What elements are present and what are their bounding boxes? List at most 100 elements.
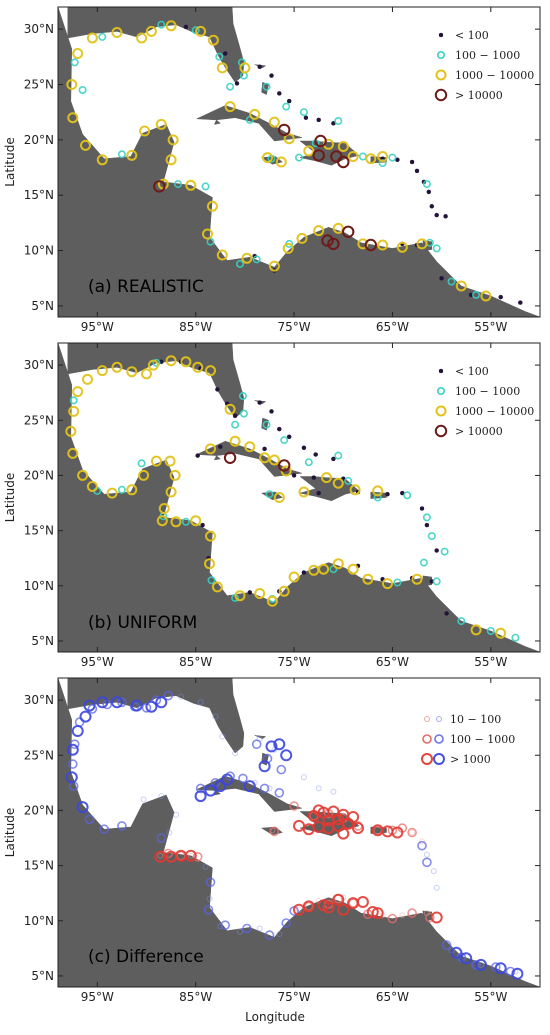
data-point [264,930,275,940]
data-point [195,453,200,458]
y-tick-label: 20°N [24,133,54,147]
data-point [373,493,382,502]
y-tick-label: 25°N [24,748,54,762]
data-point [268,260,280,272]
data-point [332,893,345,906]
data-point [157,20,166,29]
x-tick-label: 55°W [474,320,507,334]
data-point [316,117,321,123]
data-point [299,108,308,117]
legend: < 100 100 − 1000 1000 − 10000 > 10000 [434,29,534,102]
data-point [206,895,213,902]
data-point [150,455,162,467]
data-point [220,920,230,931]
data-point [111,27,123,38]
data-point [231,420,240,429]
data-point [201,182,210,191]
data-point [70,58,79,67]
x-tick-label: 65°W [376,655,409,669]
x-tick-label: 65°W [376,990,409,1004]
data-point [334,451,343,460]
data-point [165,154,177,166]
data-point [269,409,274,414]
x-tick-label: 95°W [81,990,114,1004]
data-point [278,123,291,137]
data-point [203,904,214,915]
data-point [254,588,266,599]
legend-marker [434,424,448,438]
data-point [505,966,516,977]
data-point [432,577,441,586]
data-point [221,773,234,786]
y-tick-label: 10°N [24,244,54,258]
legend-marker [438,32,444,38]
data-point [434,212,439,218]
y-tick-label: 30°N [24,358,54,372]
data-point [98,32,107,41]
data-point [352,822,364,835]
legend-label: 100 − 1000 [455,385,520,398]
data-point [470,624,482,636]
data-point [218,444,223,449]
data-point [117,150,126,159]
legend-label: 1000 − 10000 [455,69,534,82]
x-tick-label: 85°W [179,655,212,669]
data-point [241,252,253,264]
panel-3: 95°W 85°W 75°W 65°W 55°W 5°N 10°N 15°N 20°N 25°N 3… [3,677,541,1004]
x-tick-label: 75°W [278,655,311,669]
data-point [424,522,430,528]
data-point [332,813,345,826]
data-point [155,696,168,709]
data-point [117,697,127,708]
data-point [518,300,523,305]
x-axis-title: Longitude [245,1010,305,1024]
data-point [293,903,305,916]
data-point [356,896,369,908]
y-tick-label: 15°N [24,859,54,873]
data-point [407,908,417,918]
data-point [229,435,241,447]
data-point [337,155,350,169]
data-point [169,469,181,481]
legend-marker-negative [436,716,442,722]
data-point [87,704,98,714]
data-point [457,617,466,626]
data-point [511,633,520,642]
data-point [286,98,292,104]
data-point [472,290,481,299]
data-point [251,739,262,750]
land-polygon [422,575,433,587]
data-point [303,145,315,157]
data-point [86,32,98,44]
data-point [259,783,270,794]
data-point [205,443,216,455]
data-point [334,117,343,126]
data-point [301,445,307,451]
x-tick-label: 75°W [278,320,311,334]
legend-marker-positive [422,734,432,744]
data-point [262,82,271,91]
y-axis-title: Latitude [3,473,17,522]
axes-frame [57,677,541,988]
data-point [192,851,203,862]
data-point [216,249,228,261]
data-point [441,940,452,950]
data-point [377,151,389,162]
data-point [337,141,349,152]
data-point [72,48,84,59]
data-point [362,573,374,585]
data-point [312,149,325,162]
data-point [332,558,344,570]
data-point [156,515,168,527]
data-point [391,826,404,839]
y-tick-label: 5°N [31,299,54,313]
data-point [447,277,456,286]
data-point [407,827,417,838]
x-tick-label: 95°W [81,320,114,334]
data-point [378,159,387,168]
data-point [106,487,118,499]
data-point [332,222,344,234]
data-point [439,276,444,281]
data-point [259,452,271,464]
data-point [416,238,428,250]
